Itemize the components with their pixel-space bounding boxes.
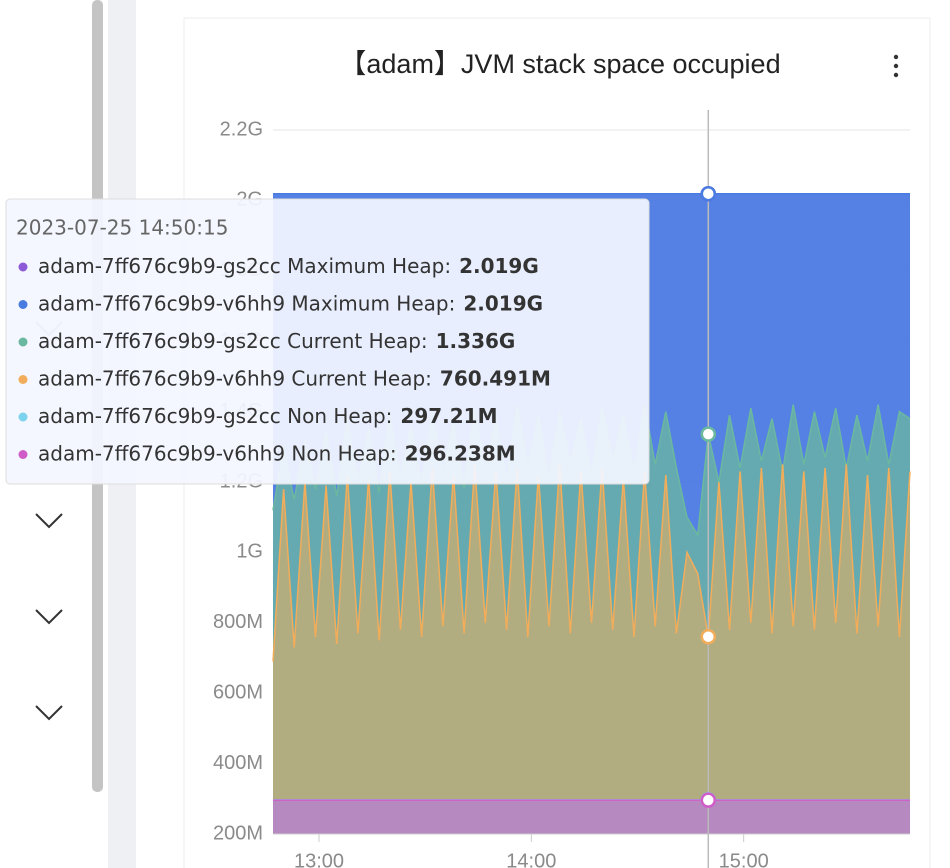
y-tick-label: 600M	[213, 681, 263, 703]
tooltip-label: adam-7ff676c9b9-gs2cc Non Heap:	[38, 404, 392, 428]
cursor-point	[700, 628, 717, 645]
y-tick-label: 2.2G	[220, 118, 263, 140]
tooltip-marker	[18, 412, 28, 422]
series-area	[273, 800, 910, 834]
tooltip-marker	[18, 375, 28, 384]
tooltip-time: 2023-07-25 14:50:15	[16, 216, 228, 240]
chevron[interactable]	[35, 513, 63, 529]
tooltip-value: 2.019G	[459, 254, 539, 278]
tooltip-value: 297.21M	[400, 404, 497, 428]
tooltip-value: 760.491M	[440, 366, 551, 390]
tooltip-label: adam-7ff676c9b9-v6hh9 Current Heap:	[38, 366, 432, 390]
menu-button[interactable]	[893, 54, 899, 78]
cursor-point	[700, 792, 717, 808]
tooltip-label: adam-7ff676c9b9-gs2cc Maximum Heap:	[38, 254, 451, 278]
tooltip-label: adam-7ff676c9b9-v6hh9 Maximum Heap:	[38, 291, 455, 315]
tooltip: 2023-07-25 14:50:15 adam-7ff676c9b9-gs2c…	[5, 198, 650, 485]
cursor-point	[700, 426, 717, 442]
y-tick-label: 800M	[213, 611, 263, 633]
x-tick-label: 13:00	[294, 850, 344, 868]
y-tick-label: 200M	[213, 822, 263, 844]
menu-dot	[893, 63, 899, 69]
y-tick-label: 400M	[213, 752, 263, 774]
menu-dot	[893, 72, 899, 78]
tooltip-value: 296.238M	[405, 441, 516, 465]
tooltip-row: adam-7ff676c9b9-v6hh9 Non Heap: 296.238M	[38, 441, 516, 465]
series-area	[273, 464, 910, 834]
tooltip-row: adam-7ff676c9b9-gs2cc Maximum Heap: 2.019…	[38, 254, 539, 278]
tooltip-label: adam-7ff676c9b9-v6hh9 Non Heap:	[38, 441, 397, 465]
y-tick-label: 1G	[236, 541, 263, 563]
tooltip-row: adam-7ff676c9b9-gs2cc Non Heap: 297.21M	[38, 404, 498, 428]
tooltip-marker	[18, 300, 28, 309]
tooltip-row: adam-7ff676c9b9-gs2cc Current Heap: 1.336…	[38, 329, 515, 353]
tooltip-label: adam-7ff676c9b9-gs2cc Current Heap:	[38, 329, 428, 353]
cursor-point	[700, 185, 717, 202]
tooltip-marker	[18, 450, 28, 459]
tooltip-value: 2.019G	[463, 291, 543, 315]
chevron[interactable]	[35, 705, 63, 721]
x-tick-label: 14:00	[506, 850, 556, 868]
x-tick-label: 15:00	[719, 850, 769, 868]
tooltip-marker	[18, 337, 28, 347]
menu-dot	[893, 54, 899, 60]
tooltip-box	[5, 198, 650, 485]
chart-title: 【adam】JVM stack space occupied	[339, 49, 780, 79]
series-line	[272, 464, 911, 662]
tooltip-marker	[18, 262, 28, 272]
chevron[interactable]	[35, 609, 63, 625]
tooltip-value: 1.336G	[436, 329, 516, 353]
tooltip-row: adam-7ff676c9b9-v6hh9 Maximum Heap: 2.019…	[38, 291, 543, 315]
tooltip-row: adam-7ff676c9b9-v6hh9 Current Heap: 760.4…	[38, 366, 551, 390]
